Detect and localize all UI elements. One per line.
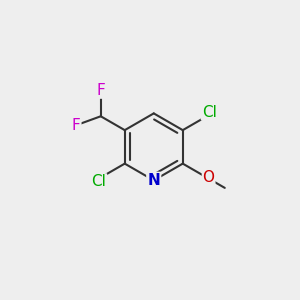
Text: O: O [202, 170, 214, 185]
Text: F: F [72, 118, 81, 133]
Text: F: F [96, 83, 105, 98]
Text: Cl: Cl [92, 174, 106, 189]
Text: N: N [147, 173, 160, 188]
Text: Cl: Cl [202, 105, 217, 120]
